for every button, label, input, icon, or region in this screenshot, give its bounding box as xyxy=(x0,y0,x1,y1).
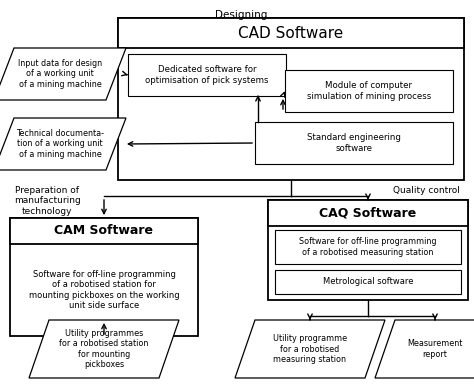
Polygon shape xyxy=(235,320,385,378)
Text: Technical documenta-
tion of a working unit
of a mining machine: Technical documenta- tion of a working u… xyxy=(16,129,104,159)
Bar xyxy=(275,230,461,264)
Text: Quality control: Quality control xyxy=(393,186,460,195)
Text: CAD Software: CAD Software xyxy=(238,25,344,41)
Bar xyxy=(10,218,198,336)
Text: Software for off-line programming
of a robotised measuring station: Software for off-line programming of a r… xyxy=(299,237,437,257)
Text: Module of computer
simulation of mining process: Module of computer simulation of mining … xyxy=(307,81,431,101)
Text: Software for off-line programming
of a robotised station for
mounting pickboxes : Software for off-line programming of a r… xyxy=(29,270,179,310)
Polygon shape xyxy=(0,48,126,100)
Text: Preparation of
manufacturing
technology: Preparation of manufacturing technology xyxy=(14,186,81,216)
Text: CAM Software: CAM Software xyxy=(55,225,154,237)
Text: Input data for design
of a working unit
of a mining machine: Input data for design of a working unit … xyxy=(18,59,102,89)
Text: Designing: Designing xyxy=(215,10,267,20)
Text: CAQ Software: CAQ Software xyxy=(319,207,417,220)
Polygon shape xyxy=(29,320,179,378)
Bar xyxy=(128,54,286,96)
Bar xyxy=(10,218,198,244)
Bar xyxy=(275,270,461,294)
Polygon shape xyxy=(0,118,126,170)
Text: Standard engineering
software: Standard engineering software xyxy=(307,133,401,153)
Bar xyxy=(285,70,453,112)
Bar xyxy=(118,18,464,180)
Text: Measurement
report: Measurement report xyxy=(407,339,463,359)
Text: Dedicated software for
optimisation of pick systems: Dedicated software for optimisation of p… xyxy=(145,65,269,85)
Bar xyxy=(268,200,468,300)
Text: Metrological software: Metrological software xyxy=(323,278,413,286)
Text: Utility programmes
for a robotised station
for mounting
pickboxes: Utility programmes for a robotised stati… xyxy=(59,329,149,369)
Bar xyxy=(118,18,464,48)
Polygon shape xyxy=(375,320,474,378)
Bar xyxy=(268,200,468,226)
Bar xyxy=(255,122,453,164)
Text: Utility programme
for a robotised
measuring station: Utility programme for a robotised measur… xyxy=(273,334,347,364)
